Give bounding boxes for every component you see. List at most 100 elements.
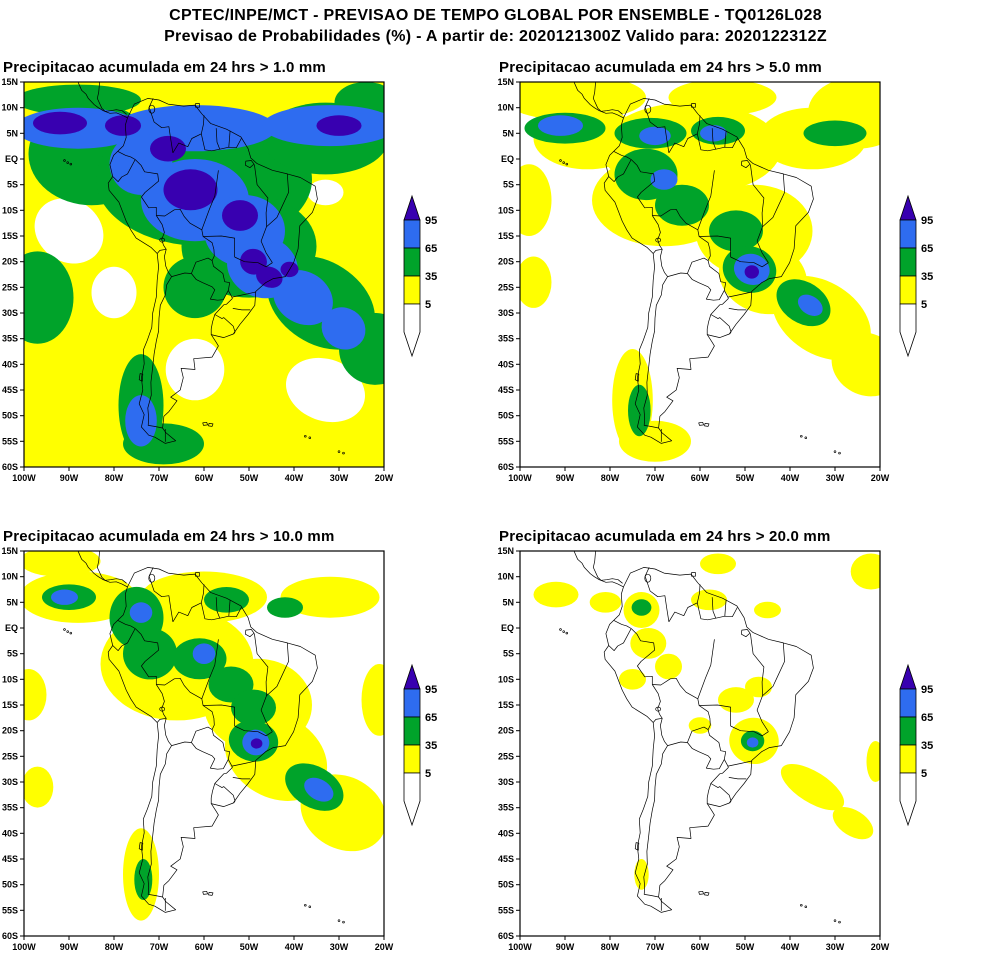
svg-text:EQ: EQ: [501, 154, 514, 164]
svg-text:EQ: EQ: [501, 623, 514, 633]
svg-text:40W: 40W: [285, 942, 304, 952]
svg-text:25S: 25S: [2, 282, 18, 292]
svg-text:50S: 50S: [2, 880, 18, 890]
svg-text:40S: 40S: [498, 359, 514, 369]
svg-text:5S: 5S: [7, 180, 18, 190]
probability-field-layer: [520, 82, 880, 467]
svg-text:30S: 30S: [498, 777, 514, 787]
svg-text:60W: 60W: [691, 942, 710, 952]
svg-text:100W: 100W: [508, 473, 532, 483]
panel-grid: Precipitacao acumulada em 24 hrs > 1.0 m…: [0, 59, 991, 955]
svg-text:40W: 40W: [285, 473, 304, 483]
svg-text:40W: 40W: [781, 942, 800, 952]
svg-text:100W: 100W: [12, 473, 36, 483]
svg-text:70W: 70W: [150, 942, 169, 952]
svg-text:70W: 70W: [646, 473, 665, 483]
svg-text:5: 5: [425, 768, 431, 780]
svg-text:25S: 25S: [2, 751, 18, 761]
panel-title-gt10: Precipitacao acumulada em 24 hrs > 10.0 …: [3, 528, 335, 545]
svg-text:10S: 10S: [498, 674, 514, 684]
svg-text:35: 35: [425, 740, 437, 752]
svg-text:5N: 5N: [6, 128, 18, 138]
svg-text:10S: 10S: [2, 674, 18, 684]
svg-text:40S: 40S: [2, 828, 18, 838]
svg-text:15S: 15S: [498, 700, 514, 710]
svg-text:30W: 30W: [826, 473, 845, 483]
svg-text:70W: 70W: [150, 473, 169, 483]
svg-text:55S: 55S: [498, 905, 514, 915]
svg-text:80W: 80W: [601, 473, 620, 483]
panel-precip-gt-20mm: Precipitacao acumulada em 24 hrs > 20.0 …: [496, 528, 991, 955]
svg-text:35S: 35S: [498, 803, 514, 813]
svg-text:15N: 15N: [1, 547, 18, 556]
svg-text:50W: 50W: [240, 473, 259, 483]
svg-text:35: 35: [425, 271, 437, 283]
panel-precip-gt-1mm: Precipitacao acumulada em 24 hrs > 1.0 m…: [0, 59, 496, 486]
probability-field-layer: [520, 551, 880, 936]
svg-text:15N: 15N: [497, 547, 514, 556]
svg-text:90W: 90W: [556, 473, 575, 483]
svg-text:EQ: EQ: [5, 623, 18, 633]
svg-text:10S: 10S: [498, 205, 514, 215]
svg-text:30S: 30S: [2, 308, 18, 318]
svg-text:60W: 60W: [195, 942, 214, 952]
panel-title-gt5: Precipitacao acumulada em 24 hrs > 5.0 m…: [499, 59, 822, 76]
svg-text:65: 65: [425, 712, 437, 724]
svg-text:100W: 100W: [508, 942, 532, 952]
svg-text:25S: 25S: [498, 751, 514, 761]
svg-text:60S: 60S: [2, 931, 18, 941]
page-subtitle: Previsao de Probabilidades (%) - A parti…: [164, 28, 827, 45]
map-canvas-gt20: 15N 10N 5N EQ 5S 10S 15S 20S 25S 30S 35S 40S 45S 50S 5…: [496, 546, 991, 955]
panel-title-gt1: Precipitacao acumulada em 24 hrs > 1.0 m…: [3, 59, 326, 76]
svg-text:65: 65: [921, 243, 933, 255]
svg-text:90W: 90W: [60, 473, 79, 483]
svg-text:90W: 90W: [60, 942, 79, 952]
svg-text:45S: 45S: [498, 385, 514, 395]
svg-text:30S: 30S: [2, 777, 18, 787]
axis-labels: 15N 10N 5N EQ 5S 10S 15S 20S 25S 30S 35S 40S 45S 50S 5…: [497, 77, 889, 483]
svg-text:5S: 5S: [503, 649, 514, 659]
svg-text:20W: 20W: [375, 473, 394, 483]
svg-text:5S: 5S: [7, 649, 18, 659]
probability-field-layer: [24, 551, 384, 936]
svg-text:95: 95: [921, 215, 933, 227]
axis-labels: 15N 10N 5N EQ 5S 10S 15S 20S 25S 30S 35S 40S 45S 50S 5…: [1, 546, 394, 952]
svg-text:60W: 60W: [195, 473, 214, 483]
svg-text:60S: 60S: [498, 462, 514, 472]
svg-text:45S: 45S: [498, 854, 514, 864]
svg-text:50S: 50S: [498, 880, 514, 890]
svg-text:50S: 50S: [2, 411, 18, 421]
svg-text:5S: 5S: [503, 180, 514, 190]
svg-text:70W: 70W: [646, 942, 665, 952]
svg-text:60S: 60S: [2, 462, 18, 472]
svg-text:5: 5: [425, 299, 431, 311]
map-svg-gt20: 15N 10N 5N EQ 5S 10S 15S 20S 25S 30S 35S 40S 45S 50S 5…: [497, 546, 933, 952]
svg-text:40S: 40S: [2, 359, 18, 369]
svg-text:20W: 20W: [871, 942, 890, 952]
svg-text:EQ: EQ: [5, 154, 18, 164]
svg-text:5: 5: [921, 299, 927, 311]
svg-text:20W: 20W: [375, 942, 394, 952]
coastline-and-borders: [559, 82, 841, 455]
svg-text:15N: 15N: [497, 78, 514, 87]
svg-text:40W: 40W: [781, 473, 800, 483]
coastline-and-borders: [63, 551, 345, 924]
svg-text:10N: 10N: [497, 572, 514, 582]
svg-text:5N: 5N: [502, 597, 514, 607]
svg-text:15S: 15S: [2, 700, 18, 710]
svg-text:55S: 55S: [498, 436, 514, 446]
svg-text:10S: 10S: [2, 205, 18, 215]
svg-text:20S: 20S: [2, 257, 18, 267]
panel-title-gt20: Precipitacao acumulada em 24 hrs > 20.0 …: [499, 528, 831, 545]
map-canvas-gt5: 15N 10N 5N EQ 5S 10S 15S 20S 25S 30S 35S 40S 45S 50S 5…: [496, 77, 991, 486]
map-canvas-gt1: 15N 10N 5N EQ 5S 10S 15S 20S 25S 30S 35S 40S 45S 50S 5…: [0, 77, 496, 486]
svg-text:60S: 60S: [498, 931, 514, 941]
panel-precip-gt-10mm: Precipitacao acumulada em 24 hrs > 10.0 …: [0, 528, 496, 955]
svg-text:30S: 30S: [498, 308, 514, 318]
probability-colorbar-legend: 95 65 35 5: [899, 194, 933, 358]
map-svg-gt5: 15N 10N 5N EQ 5S 10S 15S 20S 25S 30S 35S 40S 45S 50S 5…: [497, 77, 933, 483]
svg-text:100W: 100W: [12, 942, 36, 952]
svg-text:40S: 40S: [498, 828, 514, 838]
probability-colorbar-legend: 95 65 35 5: [899, 663, 933, 827]
svg-text:15S: 15S: [2, 231, 18, 241]
